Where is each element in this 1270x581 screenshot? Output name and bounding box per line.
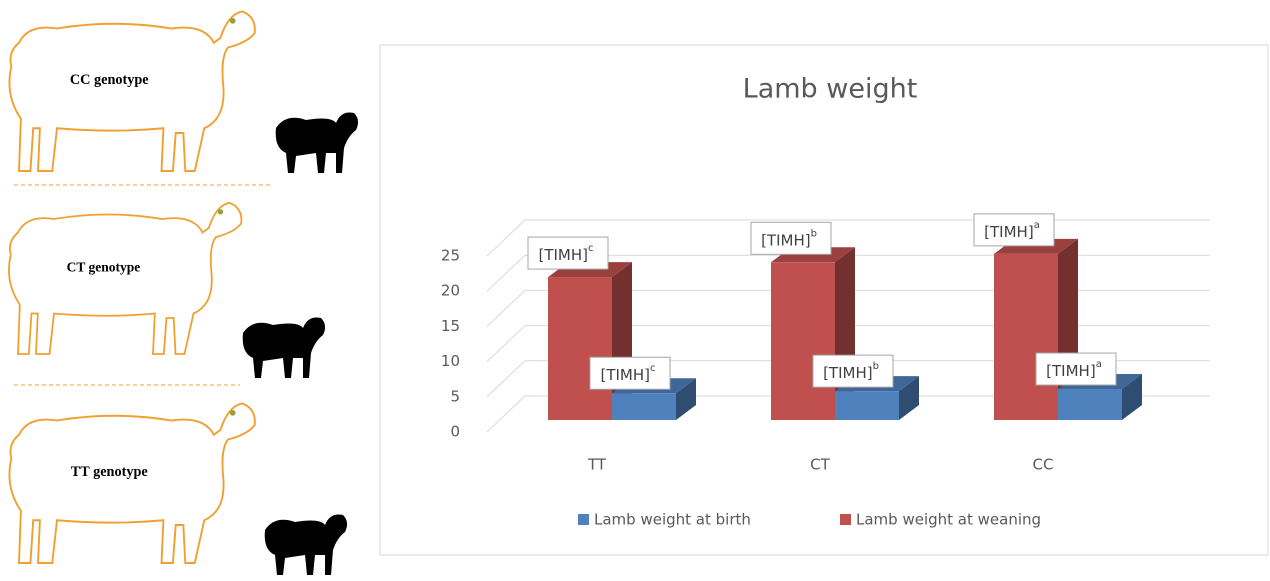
sheep-eye (218, 209, 223, 214)
data-label: [TIMH]a (1046, 359, 1102, 380)
x-tick-label: CC (1033, 456, 1054, 474)
legend-label: Lamb weight at weaning (856, 511, 1041, 529)
y-tick-label: 20 (441, 282, 460, 300)
sheep-outline (9, 203, 241, 354)
bar-front (994, 254, 1058, 420)
data-label: [TIMH]b (823, 361, 879, 382)
bar-front (548, 277, 612, 420)
data-label-sup: a (1034, 220, 1040, 231)
x-tick-label: CT (810, 456, 830, 474)
data-label-text: [TIMH] (823, 364, 873, 382)
sheep-outline (9, 11, 254, 171)
data-label-text: [TIMH] (1046, 362, 1096, 380)
lamb-silhouette (265, 514, 347, 575)
legend-label: Lamb weight at birth (594, 511, 751, 529)
sheep-illustration: CC genotype (9, 11, 254, 171)
y-tick-label: 15 (441, 317, 460, 335)
data-label-sup: c (588, 243, 594, 254)
legend-swatch (578, 514, 589, 525)
data-label-text: [TIMH] (984, 222, 1034, 240)
genotype-label: CT genotype (67, 260, 141, 275)
sheep-eye (230, 18, 236, 24)
data-label: [TIMH]c (600, 363, 655, 384)
sheep-illustration: TT genotype (9, 403, 254, 563)
data-label-sup: c (650, 363, 656, 374)
data-label: [TIMH]b (761, 228, 817, 249)
data-label-sup: b (873, 361, 879, 372)
data-label-sup: b (811, 228, 817, 239)
data-label-sup: a (1096, 359, 1102, 370)
genotype-label: CC genotype (70, 72, 149, 88)
data-label: [TIMH]c (538, 243, 593, 264)
y-tick-label: 25 (441, 247, 460, 265)
sheep-illustration: CT genotype (9, 203, 241, 354)
data-label-text: [TIMH] (538, 246, 588, 264)
bar-front (1058, 389, 1122, 420)
lamb-silhouette (276, 112, 358, 173)
data-label-text: [TIMH] (600, 366, 650, 384)
chart-title: Lamb weight (743, 74, 918, 105)
data-label: [TIMH]a (984, 220, 1040, 241)
sheep-eye (230, 410, 236, 416)
x-tick-label: TT (587, 456, 607, 474)
y-tick-label: 10 (441, 352, 460, 370)
page: Lamb weight CC genotype CT genotype TT gen… (0, 0, 1270, 581)
bar-front (835, 391, 899, 420)
legend-swatch (840, 514, 851, 525)
genotype-label: TT genotype (71, 464, 148, 480)
y-tick-label: 5 (450, 387, 460, 405)
bar-front (612, 393, 676, 420)
sheep-outline (9, 403, 254, 563)
lamb-silhouette (243, 317, 325, 378)
data-label-text: [TIMH] (761, 231, 811, 249)
y-tick-label: 0 (450, 423, 460, 441)
bar-front (771, 262, 835, 420)
